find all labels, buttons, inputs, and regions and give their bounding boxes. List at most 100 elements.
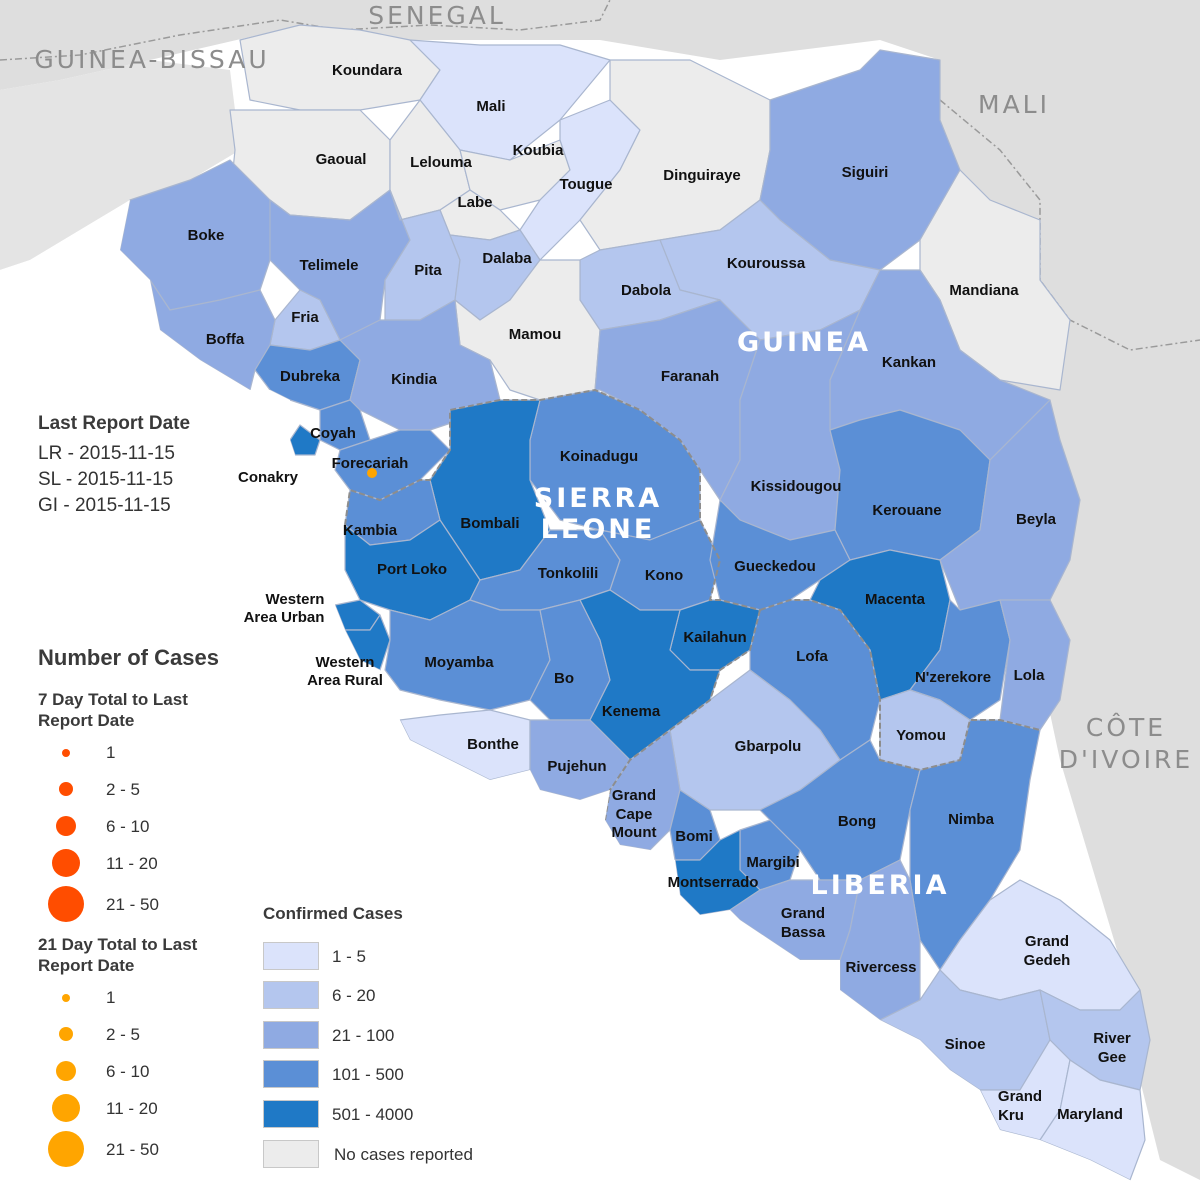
label-kissidougou: Kissidougou [751,478,842,495]
label-western-area-rural-1: Western [316,654,375,671]
legend-21day-dot-3 [56,1061,76,1081]
label-kindia: Kindia [391,371,437,388]
label-grand-bassa-2: Bassa [781,924,826,941]
district-lola[interactable] [999,599,1071,731]
national-borders [344,388,1041,821]
label-labe: Labe [457,194,492,211]
label-grand-cape-mount-2: Cape [616,806,653,823]
label-boke: Boke [188,227,225,244]
label-kankan: Kankan [882,354,936,371]
label-fria: Fria [291,309,319,326]
label-coyah: Coyah [310,425,356,442]
legend-21day-label-2: 2 - 5 [106,1025,141,1044]
country-label-sierra-leone-2: LEONE [541,514,656,545]
legend-21day-label-3: 6 - 10 [106,1062,150,1081]
label-macenta: Macenta [865,591,926,608]
label-koinadugu: Koinadugu [560,448,638,465]
confirmed-swatch-3 [263,1021,319,1049]
label-grand-gedeh-1: Grand [1025,933,1069,950]
label-gueckedou: Gueckedou [734,558,816,575]
legend-7day-label-1: 1 [106,743,116,762]
label-mali: Mali [476,98,505,115]
label-telimele: Telimele [300,257,359,274]
confirmed-swatch-5 [263,1100,319,1128]
legend-7day-label-3: 6 - 10 [106,817,150,836]
country-label-guinea: GUINEA [737,327,871,358]
label-boffa: Boffa [206,331,245,348]
legend-21day-label-1: 1 [106,988,116,1007]
country-label-mali: MALI [978,90,1050,119]
label-tonkolili: Tonkolili [538,565,599,582]
district-maryland[interactable] [1039,1059,1146,1181]
label-grand-cape-mount-3: Mount [612,824,657,841]
label-kono: Kono [645,567,683,584]
label-kenema: Kenema [602,703,661,720]
legend-21day-dot-1 [62,994,70,1002]
legend-21day-dot-5 [48,1131,84,1167]
label-sinoe: Sinoe [945,1036,986,1053]
legend-7day-label-5: 21 - 50 [106,895,159,914]
confirmed-swatch-1 [263,942,319,970]
label-bombali: Bombali [460,515,519,532]
last-report-line-gi: GI - 2015-11-15 [38,495,171,516]
label-grand-kru-1: Grand [998,1088,1042,1105]
legend-21day-label-4: 11 - 20 [106,1099,158,1118]
legend-7day-label-2: 2 - 5 [106,780,141,799]
label-bonthe: Bonthe [467,736,519,753]
country-label-cote-divoire-1: CÔTE [1086,712,1166,742]
label-yomou: Yomou [896,727,946,744]
legend-21day-title-2: Report Date [38,956,135,975]
country-label-senegal: SENEGAL [368,1,506,30]
border-guinea-sierra-leone [344,388,761,611]
legend-7day-dot-5 [48,886,84,922]
legend-7day-label-4: 11 - 20 [106,854,158,873]
label-river-gee-1: River [1093,1030,1131,1047]
label-dalaba: Dalaba [482,250,532,267]
label-montserrado: Montserrado [668,874,759,891]
label-dubreka: Dubreka [280,368,341,385]
legend-title: Number of Cases [38,645,219,670]
last-report-title: Last Report Date [38,413,191,434]
label-forecariah: Forecariah [332,455,409,472]
label-pita: Pita [414,262,442,279]
west-coast-land [0,60,240,270]
legend-21day-label-5: 21 - 50 [106,1140,159,1159]
label-rivercess: Rivercess [846,959,917,976]
label-margibi: Margibi [746,854,799,871]
legend-7day-dot-4 [52,849,80,877]
label-gaoual: Gaoual [316,151,367,168]
legend-21day-dot-2 [59,1027,73,1041]
case-marker-forecariah[interactable] [367,468,377,478]
label-koundara: Koundara [332,62,403,79]
label-gbarpolu: Gbarpolu [735,738,802,755]
label-lelouma: Lelouma [410,154,472,171]
legend-7day-title-1: 7 Day Total to Last [38,690,188,709]
label-nzerekore: N'zerekore [915,669,991,686]
label-river-gee-2: Gee [1098,1049,1126,1066]
last-report-line-lr: LR - 2015-11-15 [38,443,175,464]
label-western-area-rural-2: Area Rural [307,672,383,689]
district-mali[interactable] [409,39,611,161]
label-conakry: Conakry [238,469,299,486]
legend-7day-dot-2 [59,782,73,796]
legend-7day-dot-1 [62,749,70,757]
label-grand-gedeh-2: Gedeh [1024,952,1071,969]
label-bong: Bong [838,813,876,830]
label-tougue: Tougue [559,176,612,193]
country-label-cote-divoire-2: D'IVOIRE [1059,745,1193,774]
label-faranah: Faranah [661,368,719,385]
label-bo: Bo [554,670,574,687]
label-dinguiraye: Dinguiraye [663,167,741,184]
label-port-loko: Port Loko [377,561,447,578]
country-label-guinea-bissau: GUINEA-BISSAU [34,45,269,74]
district-telimele[interactable] [269,189,411,341]
label-kerouane: Kerouane [872,502,941,519]
border-guinea-liberia [759,599,1041,772]
confirmed-swatch-2 [263,981,319,1009]
legend-7day-title-2: Report Date [38,711,135,730]
district-forecariah[interactable] [334,429,451,501]
